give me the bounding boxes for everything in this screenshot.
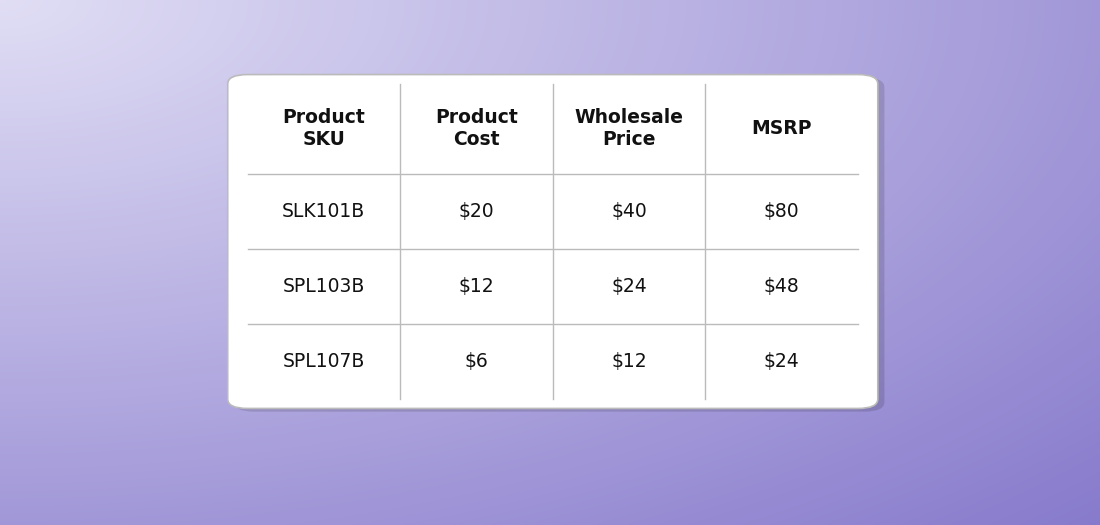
Text: $40: $40 — [612, 202, 647, 221]
Text: SPL107B: SPL107B — [283, 352, 365, 371]
Text: $24: $24 — [763, 352, 800, 371]
Text: $20: $20 — [459, 202, 494, 221]
Text: $80: $80 — [763, 202, 800, 221]
Text: $12: $12 — [459, 277, 494, 296]
FancyBboxPatch shape — [234, 78, 884, 412]
Text: $24: $24 — [612, 277, 647, 296]
Text: SPL103B: SPL103B — [283, 277, 365, 296]
FancyBboxPatch shape — [228, 75, 878, 408]
Text: $12: $12 — [612, 352, 647, 371]
Text: MSRP: MSRP — [751, 119, 812, 139]
Text: Product
SKU: Product SKU — [283, 108, 365, 150]
Text: Wholesale
Price: Wholesale Price — [574, 108, 683, 150]
Text: SLK101B: SLK101B — [283, 202, 365, 221]
Text: Product
Cost: Product Cost — [436, 108, 518, 150]
Text: $48: $48 — [763, 277, 800, 296]
Text: $6: $6 — [464, 352, 488, 371]
